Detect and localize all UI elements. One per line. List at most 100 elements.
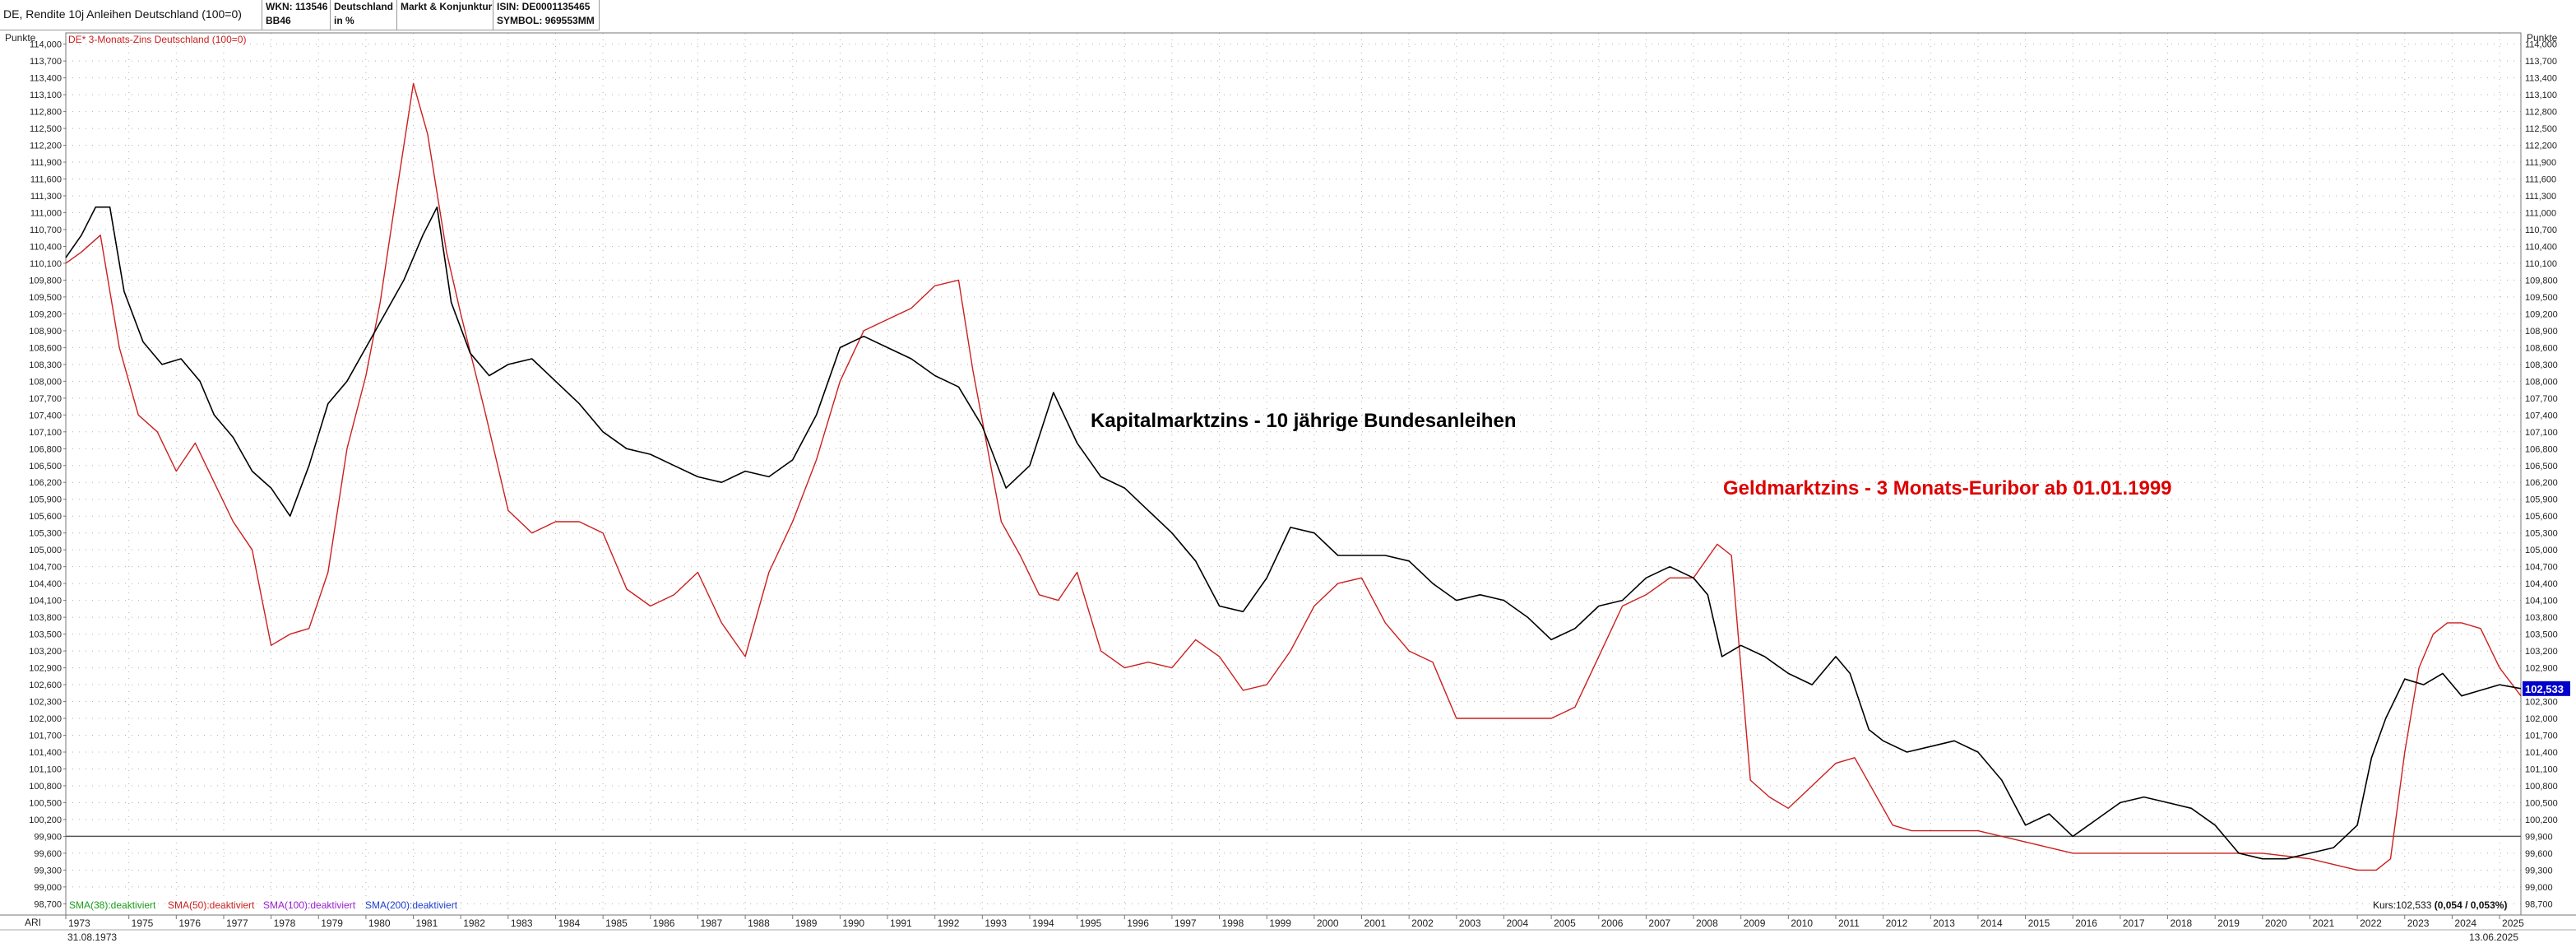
y-tick-label-left: 108,300 (29, 360, 62, 370)
legend-series-2: DE* 3-Monats-Zins Deutschland (100=0) (68, 34, 246, 45)
y-tick-label-left: 102,900 (29, 664, 62, 674)
y-tick-label-right: 106,800 (2525, 444, 2558, 454)
annotation-kapitalmarktzins: Kapitalmarktzins - 10 jährige Bundesanle… (1091, 410, 1516, 432)
y-tick-label-right: 112,800 (2525, 108, 2557, 118)
y-tick-label-left: 108,600 (29, 343, 62, 353)
y-tick-label-left: 112,200 (30, 142, 62, 151)
x-tick-label: 1998 (1222, 917, 1244, 929)
y-tick-label-left: 113,400 (30, 74, 62, 84)
y-tick-label-left: 108,900 (29, 327, 62, 337)
annotation-geldmarktzins: Geldmarktzins - 3 Monats-Euribor ab 01.0… (1723, 477, 2172, 499)
country-box: Deutschland in % (331, 0, 397, 30)
x-axis: 1973 1975 1976 1977 1978 1979 1980 1981 1982 1983… (65, 915, 2524, 929)
x-tick-label: 1981 (416, 917, 438, 929)
kurs-prefix: Kurs:102,533 (2373, 899, 2435, 911)
y-tick-label-right: 99,600 (2525, 849, 2553, 859)
y-tick-label-left: 111,300 (30, 192, 62, 202)
x-tick-label: 1992 (938, 917, 960, 929)
x-tick-label: 2013 (1933, 917, 1955, 929)
x-tick-label: 2018 (2171, 917, 2193, 929)
y-tick-label-right: 105,000 (2525, 546, 2558, 555)
y-tick-label-right: 108,300 (2525, 360, 2558, 370)
y-tick-label-left: 101,100 (29, 764, 62, 774)
y-tick-label-right: 110,400 (2525, 242, 2557, 252)
y-tick-label-left: 103,500 (29, 630, 62, 640)
y-tick-label-left: 110,100 (30, 259, 62, 269)
y-tick-label-left: 105,300 (29, 529, 62, 539)
y-tick-label-right: 106,200 (2525, 478, 2558, 488)
y-tick-label-left: 105,600 (29, 512, 62, 522)
y-tick-label-right: 107,400 (2525, 411, 2558, 420)
y-tick-label-left: 112,500 (30, 124, 62, 134)
indicator-sma38[interactable]: SMA(38):deaktiviert (69, 899, 156, 911)
wkn-box: WKN: 113546 BB46 (262, 0, 331, 30)
y-tick-label-left: 102,300 (29, 698, 62, 708)
y-tick-label-left: 106,800 (29, 444, 62, 454)
x-tick-label: 1990 (842, 917, 864, 929)
ari-label: ARI (25, 917, 41, 928)
y-tick-label-right: 100,800 (2525, 782, 2558, 792)
y-tick-label-right: 107,100 (2525, 428, 2558, 438)
indicator-sma200[interactable]: SMA(200):deaktiviert (365, 899, 458, 911)
x-tick-label: 1999 (1269, 917, 1291, 929)
y-tick-label-right: 101,700 (2525, 732, 2558, 741)
x-tick-label: 2012 (1886, 917, 1908, 929)
y-tick-label-left: 98,700 (34, 899, 62, 909)
y-tick-label-right: 99,300 (2525, 866, 2553, 876)
y-tick-label-right: 99,900 (2525, 832, 2553, 842)
y-tick-label-left: 109,200 (29, 309, 62, 319)
x-tick-label: 1988 (748, 917, 770, 929)
y-tick-label-right: 111,600 (2525, 175, 2556, 185)
y-tick-label-left: 99,600 (34, 849, 62, 859)
y-tick-label-left: 99,000 (34, 883, 62, 893)
y-tick-label-left: 101,400 (29, 748, 62, 758)
y-tick-label-right: 111,000 (2525, 208, 2556, 218)
y-tick-label-left: 102,600 (29, 681, 62, 690)
x-tick-label: 2000 (1317, 917, 1339, 929)
y-tick-label-right: 107,700 (2525, 394, 2558, 404)
y-tick-label-right: 105,600 (2525, 512, 2558, 522)
y-tick-label-left: 100,200 (29, 815, 62, 825)
y-tick-label-left: 108,000 (29, 377, 62, 387)
y-tick-label-right: 111,900 (2525, 158, 2556, 168)
x-tick-label: 1977 (226, 917, 248, 929)
y-tick-label-left: 99,300 (34, 866, 62, 876)
y-tick-label-left: 107,700 (29, 394, 62, 404)
plot-frame (0, 32, 2576, 931)
x-tick-label: 1991 (890, 917, 912, 929)
y-tick-label-left: 99,900 (34, 832, 62, 842)
end-date: 13.06.2025 (2469, 931, 2518, 943)
y-tick-label-right: 108,900 (2525, 327, 2558, 337)
y-tick-label-right: 109,500 (2525, 293, 2558, 303)
y-tick-label-left: 113,100 (30, 91, 62, 100)
x-tick-label: 1975 (132, 917, 154, 929)
y-tick-label-left: 103,200 (29, 647, 62, 657)
x-tick-label: 1996 (1127, 917, 1149, 929)
y-tick-label-right: 104,700 (2525, 563, 2558, 573)
unit-label: in % (334, 15, 354, 26)
x-tick-label: 1989 (795, 917, 818, 929)
x-tick-label: 1976 (178, 917, 201, 929)
indicator-legend: SMA(38):deaktiviert SMA(50):deaktiviert … (69, 899, 458, 911)
indicator-sma50[interactable]: SMA(50):deaktiviert (168, 899, 255, 911)
y-tick-label-right: 114,000 (2525, 40, 2557, 50)
series-layer (65, 82, 2522, 871)
wkn-label: WKN: 113546 (266, 1, 328, 12)
x-tick-label: 1973 (68, 917, 90, 929)
y-tick-label-left: 113,700 (30, 57, 62, 67)
indicator-sma100[interactable]: SMA(100):deaktiviert (263, 899, 356, 911)
y-tick-label-left: 111,600 (30, 175, 62, 185)
y-tick-label-right: 103,500 (2525, 630, 2558, 640)
y-tick-label-right: 110,100 (2525, 259, 2557, 269)
x-tick-label: 2023 (2407, 917, 2430, 929)
x-tick-label: 1979 (321, 917, 343, 929)
y-tick-label-right: 102,900 (2525, 664, 2558, 674)
kurs-change: (0,054 / 0,053%) (2435, 899, 2508, 911)
x-tick-label: 1984 (558, 917, 581, 929)
title-box: DE, Rendite 10j Anleihen Deutschland (10… (0, 0, 262, 30)
y-tick-label-left: 105,000 (29, 546, 62, 555)
y-tick-label-right: 98,700 (2525, 899, 2553, 909)
y-tick-label-right: 113,700 (2525, 57, 2557, 67)
x-tick-label: 2025 (2502, 917, 2524, 929)
